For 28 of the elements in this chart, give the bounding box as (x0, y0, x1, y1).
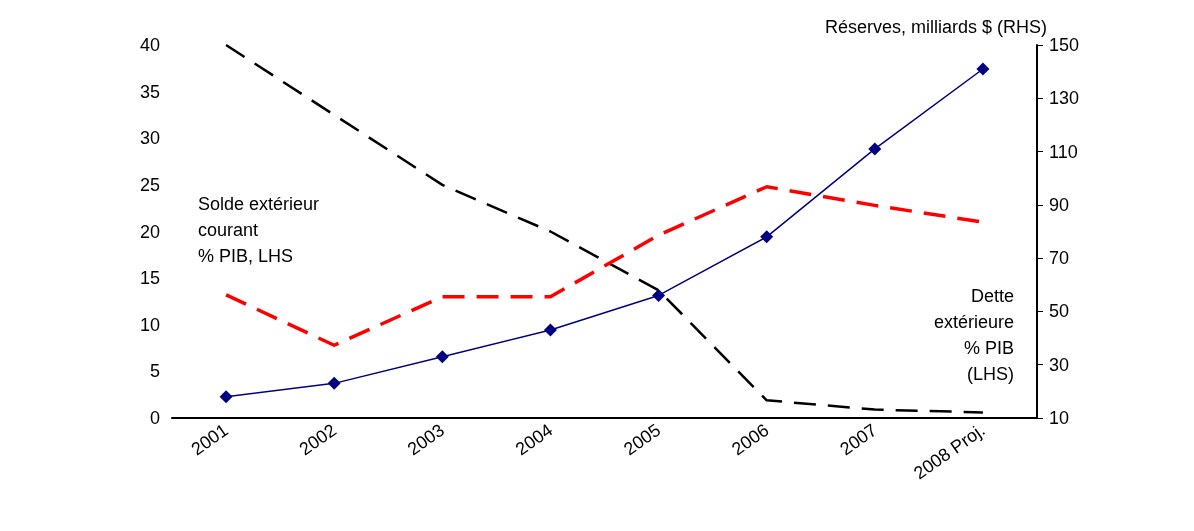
y-tick-label: 5 (149, 361, 160, 382)
annotation: Dette extérieure % PIB (LHS) (933, 286, 1014, 384)
y2-tick-label: 130 (1049, 88, 1080, 109)
y2-tick-label: 30 (1049, 354, 1070, 375)
y-tick-label: 25 (139, 174, 160, 195)
y-tick-label: 35 (139, 81, 160, 102)
y-tick-label: 15 (139, 268, 160, 289)
y2-tick-label: 150 (1049, 35, 1080, 55)
y2-tick-label: 10 (1049, 408, 1070, 428)
y-tick-label: 0 (149, 408, 160, 428)
y-tick-label: 40 (139, 35, 160, 55)
point (543, 323, 557, 337)
y2-axis-title: Réserves, milliards $ (RHS) (824, 17, 1047, 38)
point (976, 62, 990, 76)
point (760, 230, 774, 244)
y2-tick-label: 90 (1049, 194, 1070, 215)
y2-tick-label: 110 (1049, 141, 1078, 162)
point (652, 288, 666, 302)
y-tick-label: 20 (139, 221, 160, 242)
point (868, 142, 882, 156)
point (219, 390, 233, 404)
y2-tick-label: 50 (1049, 301, 1070, 322)
y-tick-label: 30 (139, 128, 160, 149)
y2-tick-label: 70 (1049, 248, 1070, 269)
annotation: Solde extérieur courant % PIB, LHS (198, 194, 320, 266)
y-tick-label: 10 (139, 314, 160, 335)
point (435, 350, 449, 364)
point (327, 376, 341, 390)
